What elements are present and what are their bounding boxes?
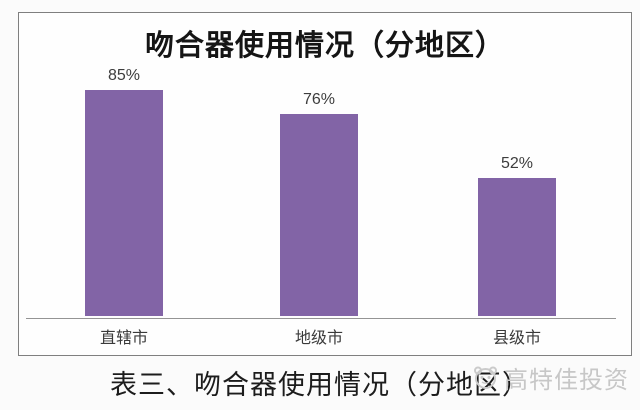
x-axis-line [26,318,616,319]
x-axis-category-label: 县级市 [492,330,541,347]
bar [85,90,163,316]
bar-chart-plot-area: 85% 直辖市 76% 地级市 52% 县级市 [19,13,631,355]
bar [280,114,358,316]
x-axis-category-label: 直辖市 [99,330,148,347]
bar-value-label: 85% [107,67,141,84]
x-axis-category-label: 地级市 [294,330,343,347]
bar-group: 76% [280,92,358,316]
figure-caption: 表三、吻合器使用情况（分地区） [110,370,530,400]
chart-frame: 吻合器使用情况（分地区） 85% 直辖市 76% 地级市 52% 县级市 [18,12,632,356]
chart-title: 吻合器使用情况（分地区） [144,30,505,62]
bar-group: 52% [478,156,556,316]
bar-value-label: 52% [500,155,534,172]
bar [478,178,556,316]
bar-group: 85% [85,68,163,316]
bar-value-label: 76% [302,91,336,108]
